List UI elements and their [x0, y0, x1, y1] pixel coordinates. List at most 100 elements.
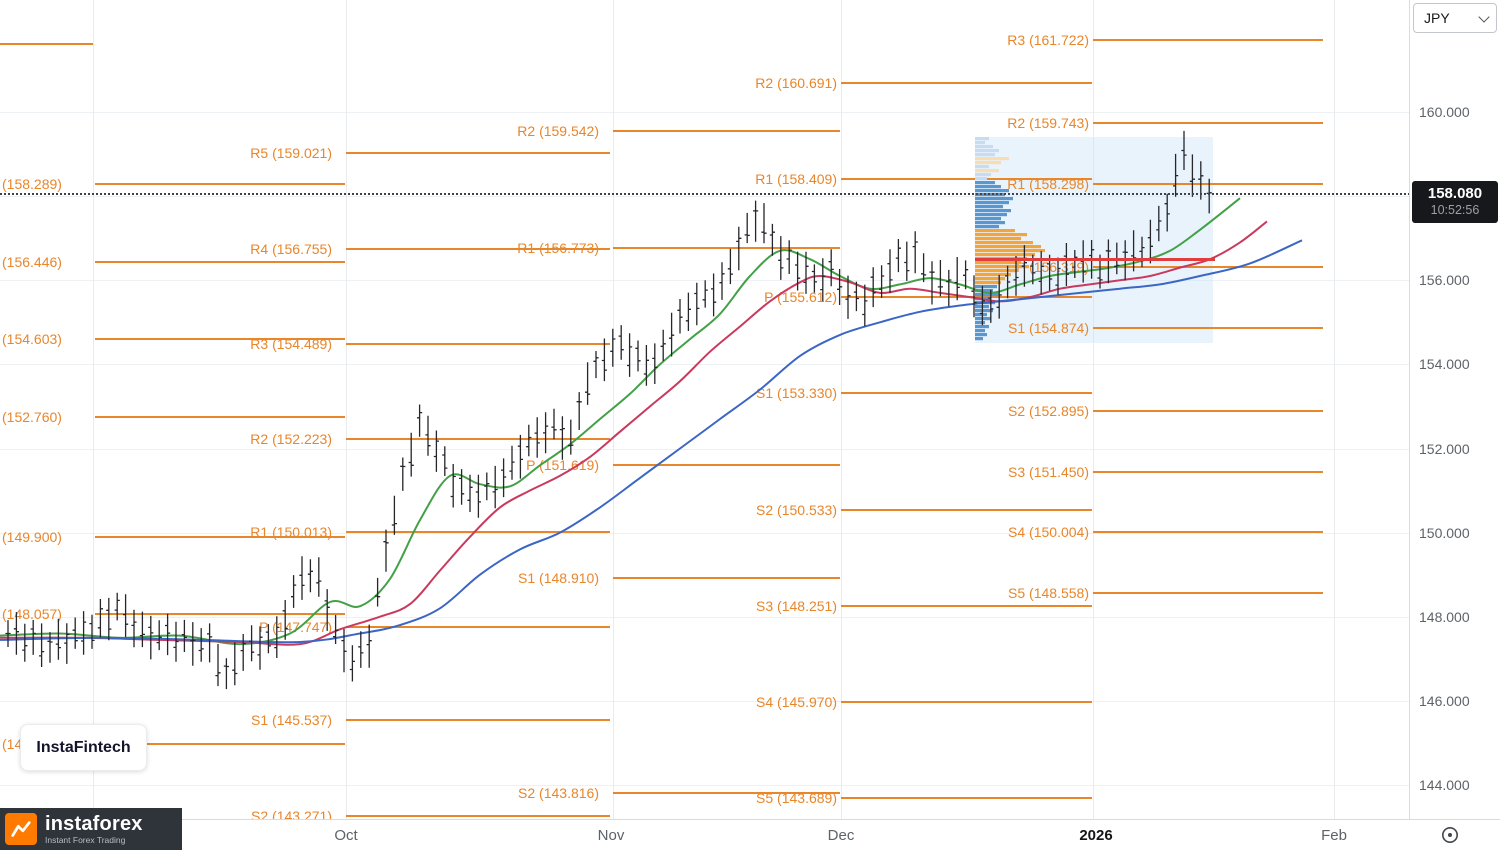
- price-tick-label: 152.000: [1419, 440, 1470, 457]
- pivot-label-dec: R2 (160.691): [755, 74, 837, 91]
- pivot-line-dec: [841, 177, 1092, 180]
- pivot-label-nov: R1 (156.773): [517, 239, 599, 256]
- price-tick-label: 148.000: [1419, 608, 1470, 625]
- volume-profile-bar: [975, 161, 1001, 165]
- price-tick-label: 160.000: [1419, 104, 1470, 120]
- vertical-gridline: [1334, 0, 1335, 820]
- pivot-label-sep: (154.603): [2, 331, 62, 347]
- volume-profile-bar: [975, 313, 987, 317]
- pivot-label-nov: P (151.619): [526, 456, 599, 473]
- month-label[interactable]: 2026: [1079, 827, 1113, 844]
- pivot-label-jan-2026: R3 (161.722): [1007, 31, 1089, 48]
- pivot-line-sep: [95, 260, 345, 263]
- pivot-label-dec: S2 (150.533): [756, 502, 837, 519]
- pivot-line-sep: [95, 415, 345, 418]
- chart-canvas[interactable]: [0, 0, 1410, 820]
- pivot-line-jan-2026: [1093, 409, 1323, 412]
- pivot-line-oct: [346, 814, 610, 817]
- ohlc-bars: [5, 130, 1212, 690]
- pivot-label-dec: S3 (148.251): [756, 598, 837, 615]
- pivot-line-jan-2026: [1093, 531, 1323, 534]
- symbol-select[interactable]: JPY: [1413, 3, 1497, 33]
- pivot-label-nov: R2 (159.542): [517, 123, 599, 140]
- volume-profile-bar: [975, 209, 1011, 213]
- pivot-label-dec: S4 (145.970): [756, 694, 837, 711]
- volume-profile-bar: [975, 241, 1033, 245]
- pivot-label-oct: R5 (159.021): [250, 145, 332, 162]
- instaforex-tagline: Instant Forex Trading: [45, 834, 126, 845]
- volume-profile-bar: [975, 281, 1001, 285]
- volume-profile-bar: [975, 153, 995, 157]
- volume-profile-bar: [975, 165, 989, 169]
- volume-profile-bar: [975, 277, 1005, 281]
- month-label[interactable]: Nov: [597, 827, 625, 844]
- volume-profile-bar: [975, 149, 999, 153]
- volume-profile-bar: [975, 337, 983, 341]
- pivot-line-oct: [346, 719, 610, 722]
- volume-profile-bar: [975, 225, 999, 229]
- pivot-line-jan-2026: [1093, 38, 1323, 41]
- month-label[interactable]: Dec: [827, 827, 855, 844]
- time-axis[interactable]: Oct Nov Dec 2026 Feb: [0, 819, 1500, 850]
- pivot-line-layer: [0, 38, 1323, 817]
- instaforex-logo-icon: [5, 813, 37, 845]
- price-axis[interactable]: 160.000 156.000 154.000 152.000 150.000 148.0…: [1409, 0, 1500, 850]
- volume-profile-bar: [975, 185, 1001, 189]
- volume-profile-bar: [975, 249, 1045, 253]
- pivot-label-oct: S1 (145.537): [251, 712, 332, 729]
- horizontal-gridline: [0, 616, 1410, 618]
- pivot-line-dec: [841, 797, 1092, 799]
- pivot-label-jan-2026: R1 (158.298): [1007, 175, 1089, 192]
- volume-profile-bar: [975, 181, 995, 185]
- horizontal-gridline: [0, 532, 1410, 534]
- pivot-line-nov: [613, 791, 840, 794]
- current-price-badge: 158.080 10:52:56: [1412, 181, 1498, 223]
- volume-profile-bar: [975, 233, 1027, 237]
- volume-profile-bar: [975, 229, 1015, 233]
- pivot-line-sep: [95, 613, 345, 616]
- pivot-label-dec: S1 (153.330): [756, 384, 837, 401]
- volume-profile-bar: [975, 169, 999, 173]
- chevron-down-icon: [1478, 10, 1490, 23]
- volume-profile-bar: [975, 221, 1005, 225]
- current-price-line: [0, 192, 1410, 195]
- volume-profile-bar: [975, 189, 1009, 193]
- horizontal-gridline: [0, 112, 1410, 113]
- price-tick-label: 156.000: [1419, 272, 1470, 289]
- pivot-line-dec: [841, 701, 1092, 704]
- pivot-label-sep: (156.446): [2, 253, 62, 270]
- pivot-label-nov: S2 (143.816): [518, 784, 599, 801]
- horizontal-gridline: [0, 196, 1410, 198]
- volume-profile-bar: [975, 333, 987, 337]
- pivot-line-nov: [613, 463, 840, 466]
- pivot-label-sep: (158.289): [2, 176, 62, 192]
- month-label[interactable]: Feb: [1321, 827, 1347, 844]
- volume-profile-bar: [975, 201, 1009, 205]
- price-tick-label: 154.000: [1419, 356, 1470, 373]
- volume-profile-bar: [975, 177, 987, 181]
- horizontal-gridline: [0, 700, 1410, 702]
- pivot-line-oct: [346, 626, 610, 629]
- month-label[interactable]: Oct: [334, 827, 358, 844]
- pivot-line-jan-2026: [1093, 326, 1323, 329]
- pivot-line-dec: [841, 605, 1092, 608]
- volume-profile-bar: [975, 157, 1009, 161]
- vertical-gridline: [841, 0, 842, 820]
- volume-profile-bar: [975, 285, 997, 289]
- volume-profile-bar: [975, 321, 985, 325]
- pivot-label-nov: S1 (148.910): [518, 570, 599, 587]
- volume-profile-bar: [975, 245, 1041, 249]
- pivot-line-dec: [841, 81, 1092, 84]
- horizontal-gridline: [0, 364, 1410, 366]
- pivot-label-oct: R1 (150.013): [250, 524, 332, 541]
- pivot-line-dec: [841, 391, 1092, 394]
- pivot-label-jan-2026: S5 (148.558): [1008, 585, 1089, 602]
- target-icon[interactable]: [1438, 823, 1462, 847]
- pivot-label-jan-2026: R2 (159.743): [1007, 114, 1089, 131]
- pivot-line-jan-2026: [1093, 182, 1323, 185]
- pivot-line-sep: [95, 535, 345, 538]
- volume-profile-bar: [975, 173, 991, 177]
- ma-fast-green: [0, 197, 1241, 646]
- pivot-line-sep: [95, 338, 345, 340]
